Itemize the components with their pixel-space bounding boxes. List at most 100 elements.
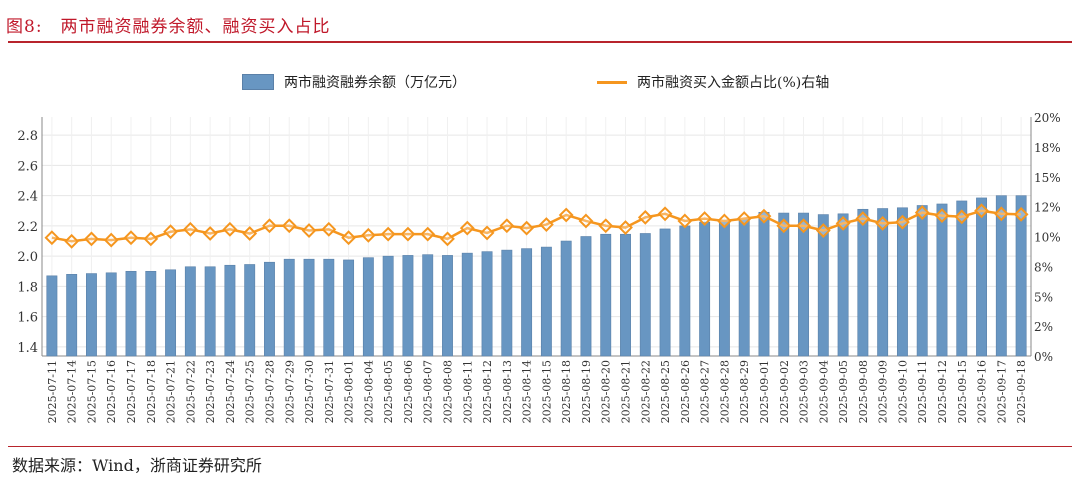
x-tick-label: 2025-08-07 <box>422 360 435 423</box>
ratio-marker <box>974 203 989 219</box>
ratio-marker <box>262 218 277 234</box>
ratio-marker <box>84 231 99 247</box>
y-right-tick-label: 15% <box>1034 171 1061 185</box>
ratio-marker <box>637 209 653 225</box>
legend-item-bar: 两市融资融券余额（万亿元） <box>242 72 466 92</box>
x-tick-label: 2025-08-20 <box>600 360 613 423</box>
y-left-tick-label: 1.4 <box>17 341 38 356</box>
y-right-tick-label: 0% <box>1034 350 1053 364</box>
ratio-marker <box>242 226 258 241</box>
x-tick-label: 2025-09-18 <box>1015 360 1028 423</box>
ratio-marker <box>756 208 772 224</box>
bar <box>896 207 908 357</box>
ratio-marker <box>538 217 554 232</box>
bar <box>679 225 691 357</box>
x-tick-label: 2025-09-03 <box>798 360 811 423</box>
ratio-marker <box>677 213 693 229</box>
ratio-marker <box>64 233 80 249</box>
ratio-marker <box>202 226 218 241</box>
legend-item-line: 两市融资买入金额占比(%)右轴 <box>597 72 829 92</box>
ratio-marker <box>420 226 436 242</box>
ratio-marker <box>400 226 416 242</box>
ratio-marker <box>796 218 811 234</box>
bar <box>264 261 275 357</box>
bar <box>659 228 671 357</box>
y-left-tick-label: 2.6 <box>17 159 38 174</box>
bar <box>382 255 394 357</box>
x-tick-label: 2025-07-18 <box>145 360 158 423</box>
ratio-marker <box>875 215 891 231</box>
bar <box>204 266 216 357</box>
x-tick-label: 2025-08-08 <box>441 360 454 423</box>
ratio-marker <box>459 220 475 236</box>
ratio-marker <box>44 230 60 246</box>
x-tick-label: 2025-07-21 <box>165 360 178 423</box>
bar <box>620 233 631 357</box>
bar <box>580 236 592 357</box>
ratio-marker <box>281 218 297 234</box>
x-tick-label: 2025-07-14 <box>66 360 79 423</box>
bar <box>758 211 770 357</box>
ratio-marker <box>934 208 950 224</box>
x-tick-label: 2025-08-18 <box>560 360 573 423</box>
y-right-tick-label: 2% <box>1034 320 1053 334</box>
x-tick-label: 2025-07-25 <box>244 360 257 423</box>
ratio-marker <box>736 211 752 226</box>
x-tick-label: 2025-09-05 <box>837 360 850 423</box>
ratio-marker <box>914 205 930 221</box>
ratio-marker <box>835 215 851 231</box>
bar <box>778 212 790 357</box>
x-tick-label: 2025-08-01 <box>343 360 356 423</box>
ratio-marker <box>578 213 594 229</box>
y-right-tick-label: 12% <box>1034 201 1061 215</box>
bar <box>125 270 137 357</box>
bar <box>738 218 750 357</box>
x-tick-label: 2025-09-02 <box>778 360 791 423</box>
ratio-marker <box>360 227 376 243</box>
x-tick-label: 2025-09-11 <box>916 360 929 423</box>
x-tick-label: 2025-08-14 <box>521 360 534 423</box>
bar <box>699 221 711 357</box>
bar <box>1015 195 1027 357</box>
x-tick-label: 2025-07-11 <box>46 360 59 423</box>
bar <box>224 264 236 357</box>
ratio-marker <box>598 218 614 234</box>
x-tick-label: 2025-08-29 <box>738 360 751 423</box>
bar <box>521 248 533 357</box>
x-tick-label: 2025-09-10 <box>896 360 909 423</box>
y-right-tick-label: 8% <box>1034 260 1053 274</box>
ratio-marker <box>123 230 139 246</box>
x-tick-label: 2025-08-21 <box>620 360 633 423</box>
legend-label-line: 两市融资买入金额占比(%)右轴 <box>637 75 830 91</box>
x-tick-label: 2025-08-06 <box>402 360 415 423</box>
bar <box>817 214 829 357</box>
ratio-marker <box>697 211 713 226</box>
y-right-tick-label: 18% <box>1034 141 1061 155</box>
ratio-marker <box>182 221 198 237</box>
x-tick-label: 2025-08-15 <box>540 360 553 423</box>
x-tick-label: 2025-09-16 <box>976 360 989 423</box>
bar <box>916 205 928 357</box>
bar <box>639 233 651 357</box>
bar <box>105 272 117 357</box>
bar <box>798 212 809 357</box>
bar <box>718 221 730 357</box>
ratio-marker <box>993 206 1009 222</box>
top-divider <box>8 41 1072 43</box>
ratio-marker <box>815 223 831 238</box>
y-right-tick-label: 10% <box>1034 231 1061 245</box>
bar <box>995 195 1007 357</box>
x-tick-label: 2025-09-17 <box>995 360 1008 423</box>
ratio-marker <box>143 231 159 247</box>
x-tick-label: 2025-07-23 <box>204 360 217 423</box>
y-left-tick-label: 2.4 <box>17 190 38 205</box>
legend-swatch-line <box>597 80 627 84</box>
source-note: 数据来源：Wind，浙商证券研究所 <box>12 456 262 475</box>
x-tick-label: 2025-09-08 <box>857 360 870 423</box>
bar <box>600 233 612 357</box>
ratio-marker <box>716 213 732 229</box>
x-tick-label: 2025-07-29 <box>283 360 296 423</box>
ratio-marker <box>341 230 357 246</box>
ratio-marker <box>163 224 178 240</box>
x-tick-label: 2025-08-28 <box>718 360 731 423</box>
